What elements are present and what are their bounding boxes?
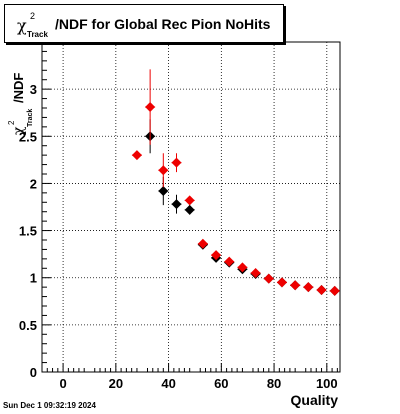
- series-2: [131, 69, 340, 296]
- data-point: [131, 150, 142, 161]
- data-point: [184, 195, 195, 206]
- data-series: [131, 69, 340, 296]
- x-tick-label: 60: [214, 376, 228, 391]
- x-tick-label: 20: [109, 376, 123, 391]
- data-point: [316, 284, 327, 295]
- y-tick-labels: 0 0.5 1 1.5 2 2.5 3: [19, 82, 37, 380]
- data-point: [237, 262, 248, 273]
- data-point: [145, 102, 156, 113]
- y-axis-label-sub: Track: [27, 109, 34, 127]
- data-point: [158, 185, 169, 196]
- grid-lines: [42, 42, 340, 373]
- y-tick-label: 3: [30, 82, 37, 97]
- x-tick-label: 40: [161, 376, 175, 391]
- y-axis-label: χ 2 Track /NDF: [7, 73, 34, 135]
- y-tick-label: 1.5: [19, 224, 37, 239]
- data-point: [211, 250, 222, 261]
- timestamp: Sun Dec 1 09:32:19 2024: [3, 401, 96, 410]
- data-point: [329, 285, 340, 296]
- data-point: [250, 268, 261, 278]
- x-tick-label: 100: [316, 376, 338, 391]
- data-point: [263, 273, 274, 284]
- axis-ticks: [41, 50, 338, 373]
- title-chi: χ: [17, 16, 27, 35]
- y-tick-label: 2.5: [19, 129, 37, 144]
- y-tick-label: 2: [30, 176, 37, 191]
- y-tick-label: 0.5: [19, 318, 37, 333]
- y-tick-label: 0: [30, 365, 37, 380]
- title-sub: Track: [27, 30, 48, 39]
- data-point: [197, 238, 208, 249]
- x-tick-label: 0: [59, 376, 66, 391]
- x-tick-label: 80: [267, 376, 281, 391]
- data-point: [303, 282, 314, 293]
- chart-title: χ 2 Track /NDF for Global Rec Pion NoHit…: [4, 4, 284, 43]
- x-tick-labels: 0 20 40 60 80 100: [59, 376, 337, 391]
- title-text: /NDF for Global Rec Pion NoHits: [55, 16, 271, 32]
- title-sup: 2: [30, 11, 36, 21]
- data-point: [224, 256, 235, 267]
- y-axis-label-chi: χ: [11, 126, 27, 135]
- data-point: [158, 165, 169, 176]
- y-axis-label-rest: /NDF: [11, 73, 26, 103]
- y-tick-label: 1: [30, 271, 37, 286]
- x-axis-label: Quality: [291, 392, 339, 408]
- data-point: [276, 277, 287, 288]
- data-point: [171, 157, 182, 168]
- y-axis-label-sup: 2: [7, 120, 16, 125]
- data-point: [184, 204, 195, 215]
- data-point: [290, 280, 301, 291]
- data-point: [171, 199, 182, 210]
